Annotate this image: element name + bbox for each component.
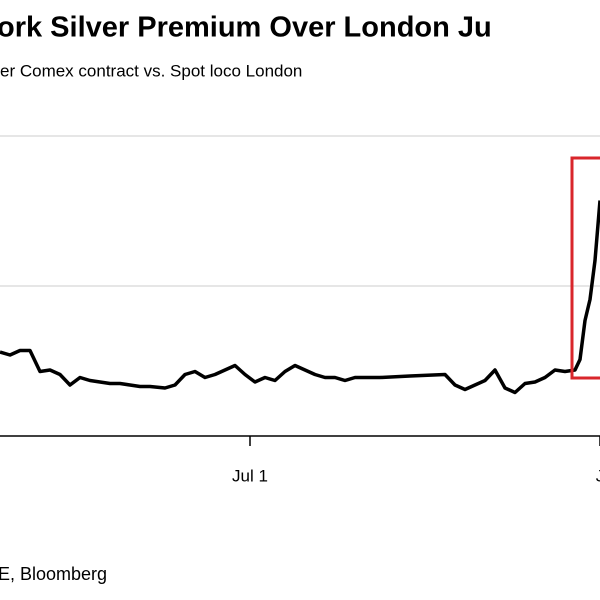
chart-title: ork Silver Premium Over London Ju <box>0 12 492 44</box>
plot-area: Jul 1 J <box>0 135 600 485</box>
x-tick-label: Jul 1 <box>232 466 268 485</box>
highlight-box <box>570 156 600 380</box>
chart-subtitle: er Comex contract vs. Spot loco London <box>0 61 302 80</box>
source: E, Bloomberg <box>0 564 107 584</box>
x-tick-label: J <box>596 466 600 485</box>
data-line <box>0 200 600 395</box>
